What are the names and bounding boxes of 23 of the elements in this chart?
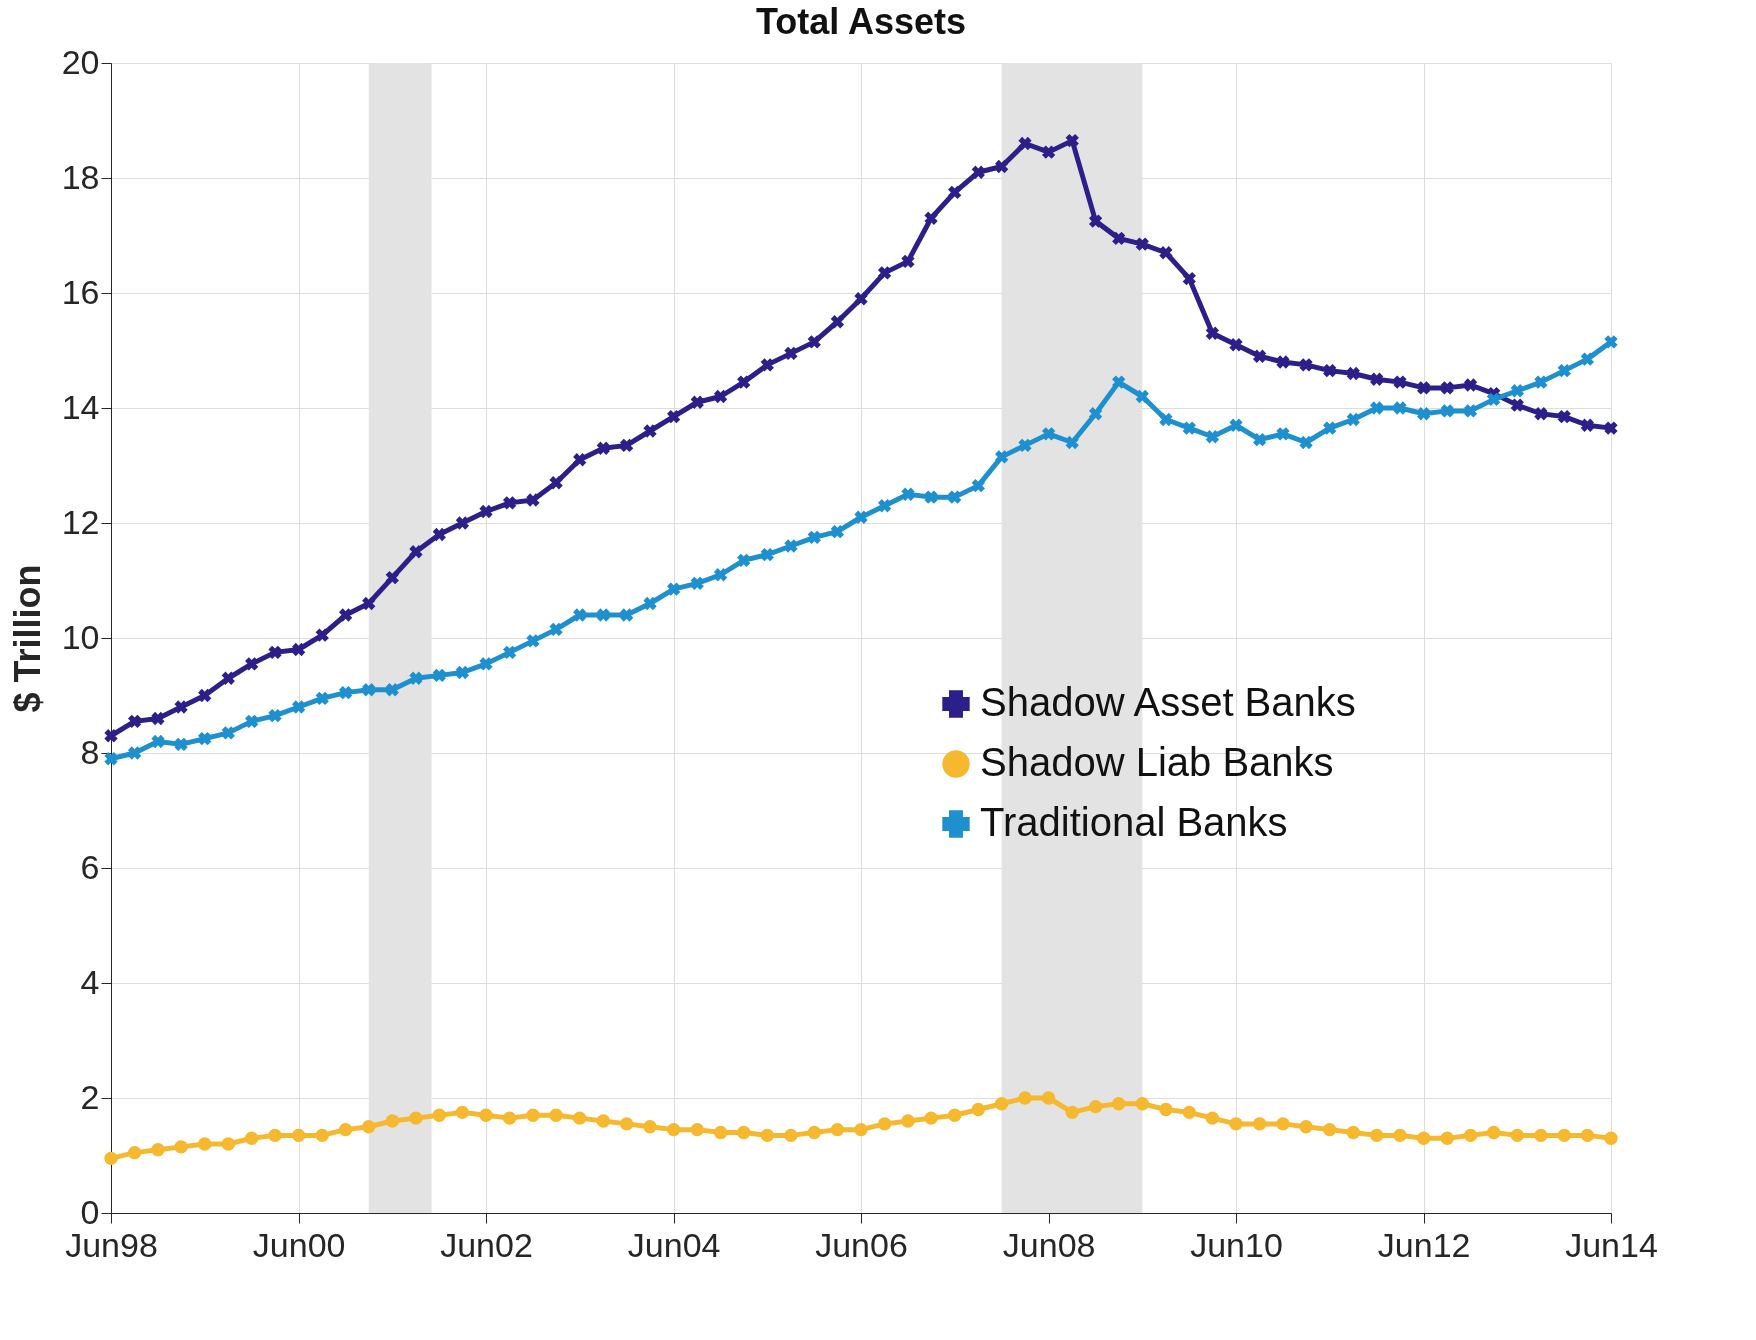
legend-label: Shadow Asset Banks bbox=[980, 680, 1356, 724]
y-tick-label: 16 bbox=[61, 272, 100, 311]
y-tick-label: 14 bbox=[61, 387, 100, 426]
y-tick-label: 2 bbox=[80, 1077, 100, 1116]
x-tick-label: Jun00 bbox=[252, 1225, 346, 1264]
y-tick-label: 8 bbox=[80, 732, 100, 771]
y-tick-label: 6 bbox=[80, 847, 100, 886]
chart-title: Total Assets bbox=[755, 1, 967, 42]
x-tick-label: Jun10 bbox=[1190, 1225, 1283, 1264]
y-tick-label: 12 bbox=[61, 502, 100, 541]
x-tick-label: Jun06 bbox=[815, 1225, 908, 1264]
legend-label: Traditional Banks bbox=[980, 800, 1288, 844]
x-tick-label: Jun12 bbox=[1377, 1225, 1471, 1264]
legend-label: Shadow Liab Banks bbox=[980, 740, 1334, 784]
x-tick-label: Jun02 bbox=[440, 1225, 533, 1264]
y-tick-label: 10 bbox=[61, 617, 100, 656]
x-tick-label: Jun08 bbox=[1002, 1225, 1096, 1264]
y-axis-title: $ Trillion bbox=[6, 564, 48, 713]
x-tick-label: Jun04 bbox=[627, 1225, 721, 1264]
y-tick-label: 18 bbox=[61, 157, 100, 196]
x-tick-label: Jun14 bbox=[1565, 1225, 1658, 1264]
y-tick-label: 4 bbox=[80, 962, 100, 1001]
y-tick-label: 20 bbox=[61, 42, 100, 81]
